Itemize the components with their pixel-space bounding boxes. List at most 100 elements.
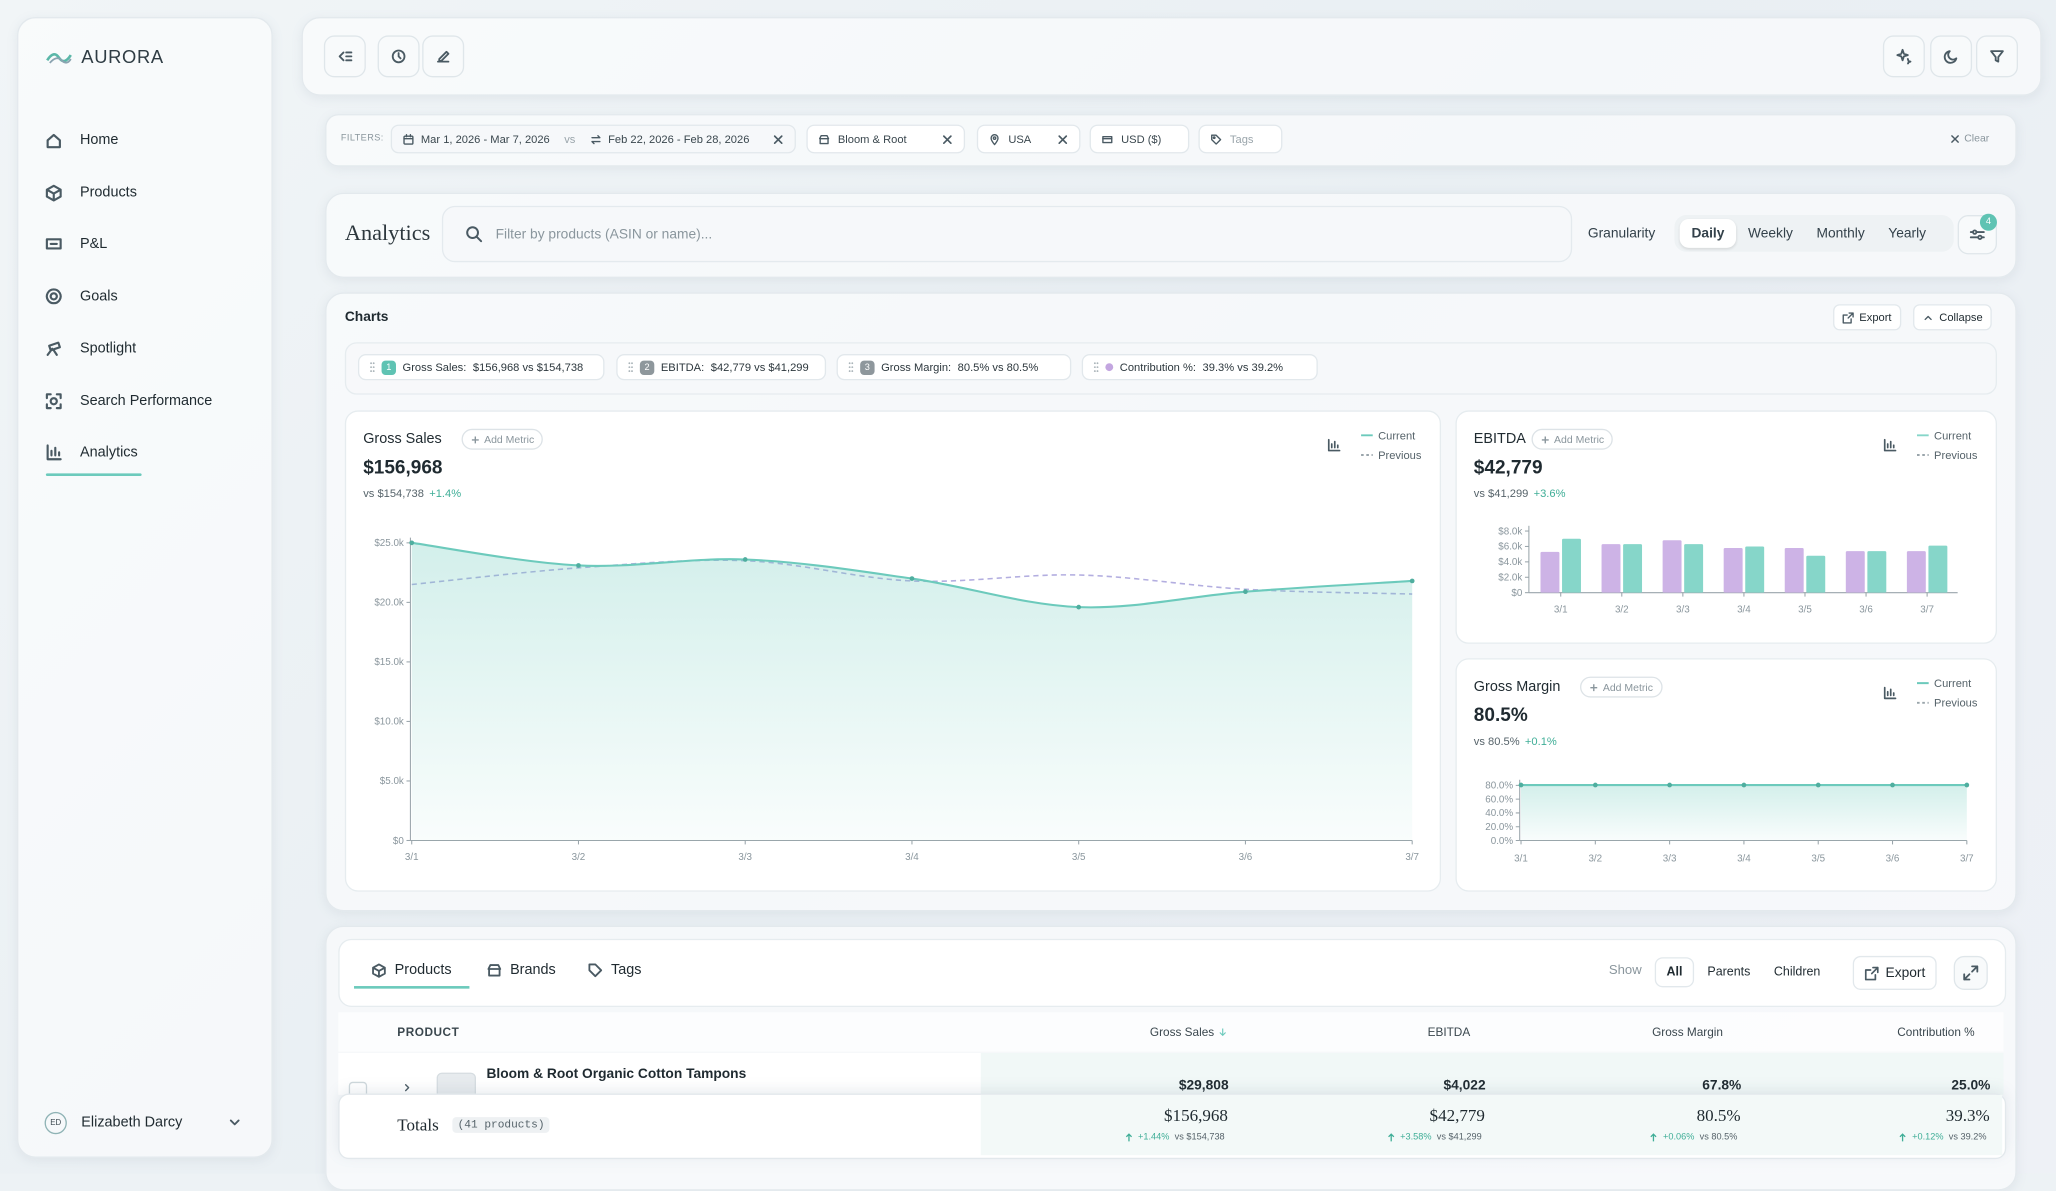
column-header[interactable]: EBITDA (1370, 1025, 1527, 1038)
icon-path (1388, 1134, 1393, 1141)
x-tick-label: 3/5 (1798, 604, 1812, 615)
x-tick-label: 3/3 (738, 852, 752, 863)
column-header[interactable]: Gross Margin (1609, 1025, 1766, 1038)
y-tick-label: $5.0k (380, 776, 404, 787)
export-text: Export (1886, 965, 1926, 981)
plot: $0$5.0k$10.0k$15.0k$20.0k$25.0k3/13/23/3… (346, 412, 1441, 891)
date-filter[interactable]: Mar 1, 2026 - Mar 7, 2026 vs Feb 22, 202… (391, 125, 796, 154)
table-tab[interactable]: Tags (587, 962, 641, 978)
point (1076, 605, 1081, 610)
filter-button[interactable] (1976, 35, 2018, 77)
ai-button[interactable] (1883, 35, 1925, 77)
table-tab[interactable]: Brands (486, 962, 555, 978)
search-box[interactable]: Filter by products (ASIN or name)... (442, 206, 1572, 262)
x-tick-label: 3/7 (1920, 604, 1934, 615)
granularity-option[interactable]: Yearly (1876, 219, 1937, 248)
up-arrow (1650, 1133, 1658, 1142)
table-export[interactable]: Export (1853, 956, 1937, 990)
nav-item[interactable]: Goals (45, 287, 118, 305)
dot (628, 366, 630, 368)
column-header[interactable]: PRODUCT (397, 1025, 459, 1038)
total-value: 80.5% (1697, 1105, 1741, 1126)
vs-value: vs 80.5% (1700, 1133, 1738, 1142)
x-tick-label: 3/5 (1811, 853, 1825, 864)
user-menu-chevron[interactable] (227, 1115, 243, 1131)
x-tick-label: 3/4 (1737, 853, 1751, 864)
remove-filter[interactable] (941, 133, 953, 145)
nav-label: Search Performance (80, 393, 212, 409)
bar (1867, 551, 1886, 593)
point (1410, 579, 1415, 584)
expand-button[interactable] (1954, 956, 1988, 990)
chart-card: Gross MarginAdd Metric80.5%vs 80.5%+0.1%… (1455, 658, 1997, 891)
user-name[interactable]: Elizabeth Darcy (81, 1115, 182, 1131)
product-name: Bloom & Root Organic Cotton Tampons (486, 1066, 746, 1082)
remove-filter[interactable] (772, 133, 784, 145)
icon-path (48, 135, 60, 147)
export-text: Export (1859, 311, 1891, 324)
top-bar (302, 17, 2042, 96)
column-header[interactable]: Contribution % (1897, 1025, 1974, 1038)
edit-button[interactable] (422, 35, 464, 77)
metric-index: 3 (860, 360, 874, 374)
clear-filters[interactable]: Clear (1950, 132, 1990, 144)
change-value: +3.58% (1400, 1133, 1431, 1142)
nav-item[interactable]: Spotlight (45, 339, 137, 357)
metric-chip[interactable]: 2EBITDA:$42,779 vs $41,299 (616, 354, 826, 380)
x-tick-label: 3/7 (1960, 853, 1974, 864)
metric-chip[interactable]: Contribution %:39.3% vs 39.2% (1082, 354, 1318, 380)
bar (1745, 546, 1764, 592)
show-option[interactable]: Children (1763, 958, 1830, 986)
currency-filter[interactable]: USD ($) (1090, 125, 1190, 154)
charts-export[interactable]: Export (1833, 304, 1901, 330)
icon-path (47, 240, 61, 249)
brand-filter[interactable]: Bloom & Root (806, 125, 965, 154)
metric-chip[interactable]: 3 Gross Margin: 80.5% vs 80.5% (837, 354, 1072, 380)
avatar: ED (45, 1112, 67, 1134)
history-button[interactable] (378, 35, 420, 77)
country-filter[interactable]: USA (977, 125, 1081, 154)
dot (370, 366, 372, 368)
metric-values: 80.5% vs 80.5% (958, 361, 1039, 374)
y-tick-label: 40.0% (1485, 808, 1513, 819)
show-option[interactable]: All (1655, 957, 1695, 987)
granularity-option[interactable]: Daily (1680, 219, 1737, 248)
date-current: Mar 1, 2026 - Mar 7, 2026 (421, 132, 550, 145)
nav-item[interactable]: P&L (45, 235, 108, 253)
nav-label: Home (80, 132, 118, 148)
remove-filter[interactable] (1057, 133, 1069, 145)
x-tick-label: 3/6 (1239, 852, 1253, 863)
tab-label: Tags (611, 962, 641, 978)
x-tick-label: 3/2 (1588, 853, 1602, 864)
totals-count: (41 products) (452, 1117, 549, 1133)
currency-filter-text: USD ($) (1121, 132, 1161, 145)
nav-item[interactable]: Analytics (45, 443, 138, 461)
dot (370, 362, 372, 364)
tags-filter[interactable]: Tags (1198, 125, 1282, 154)
metric-chip[interactable]: 1Gross Sales:$156,968 vs $154,738 (358, 354, 605, 380)
filter-count-badge: 4 (1980, 214, 1997, 231)
column-header[interactable]: Gross Sales (1150, 1025, 1227, 1038)
show-option[interactable]: Parents (1697, 958, 1761, 986)
country-filter-text: USA (1008, 132, 1031, 145)
nav-item[interactable]: Home (45, 131, 119, 149)
theme-button[interactable] (1930, 35, 1972, 77)
metric-values: $42,779 vs $41,299 (711, 361, 809, 374)
collapse-sidebar-button[interactable] (324, 35, 366, 77)
granularity-option[interactable]: Weekly (1736, 219, 1804, 248)
granularity-option[interactable]: Monthly (1805, 219, 1877, 248)
icon-path (1126, 1134, 1131, 1141)
totals-metrics-bg (981, 1095, 2002, 1155)
nav-item[interactable]: Products (45, 183, 137, 201)
metric-name: Gross Margin: (881, 361, 951, 374)
bar (1928, 546, 1947, 593)
point (409, 540, 414, 545)
logo (46, 47, 72, 65)
dot (849, 366, 851, 368)
point (743, 557, 748, 562)
nav-item[interactable]: Search Performance (45, 391, 213, 409)
charts-collapse[interactable]: Collapse (1913, 304, 1992, 330)
table-tab[interactable]: Products (371, 962, 452, 978)
nav-label: Spotlight (80, 341, 136, 357)
